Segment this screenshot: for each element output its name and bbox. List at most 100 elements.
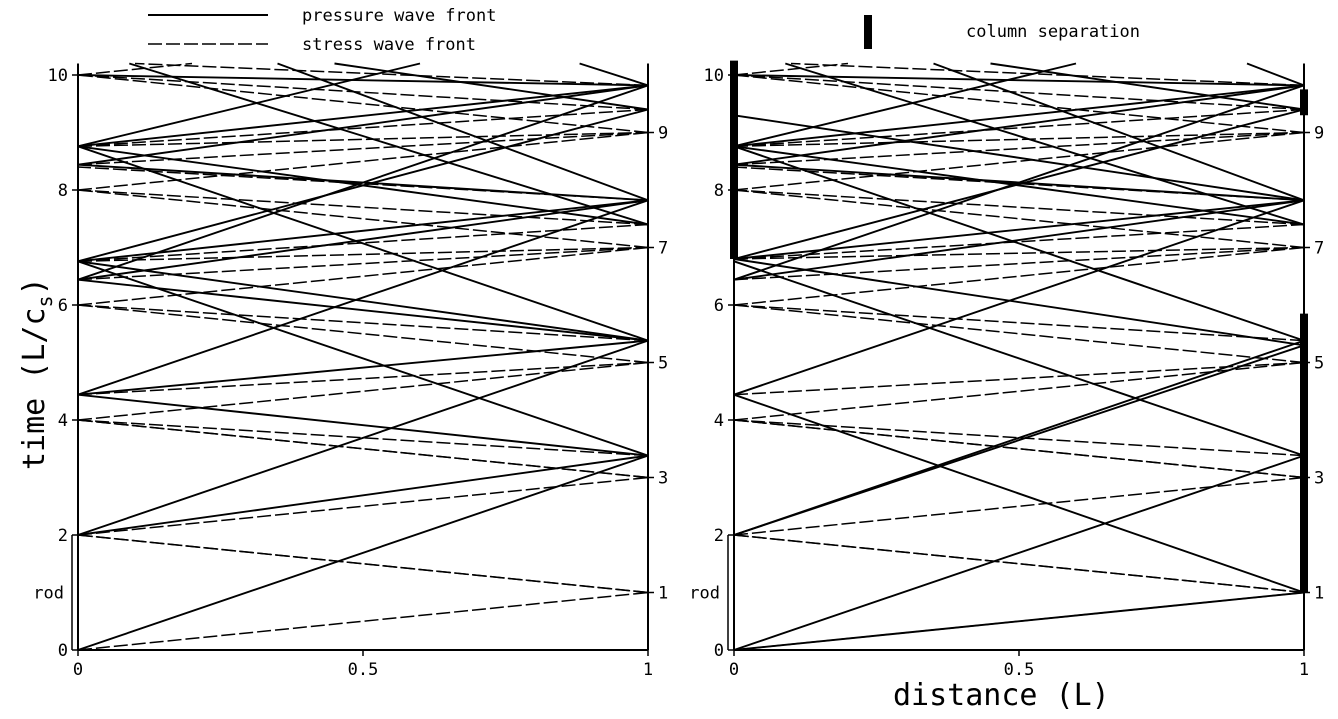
left-solid-wave-segment <box>77 199 649 263</box>
left-dashed-wave-segment <box>77 304 649 342</box>
left-solid-wave-segment <box>77 260 649 342</box>
right-dashed-wave-segment <box>733 166 1305 202</box>
right-left-tick-label: 2 <box>714 526 724 546</box>
right-column-separation-bar <box>1300 313 1308 593</box>
left-solid-wave-segment <box>77 62 421 148</box>
left-solid-wave-segment <box>277 62 649 202</box>
right-solid-wave-segment <box>733 199 1305 260</box>
left-dashed-wave-segment <box>77 361 649 396</box>
right-left-tick-label: 4 <box>714 411 724 431</box>
left-dashed-wave-segment <box>77 131 649 166</box>
left-dashed-wave-segment <box>77 74 649 111</box>
right-solid-wave-segment <box>733 199 1305 396</box>
right-dashed-wave-segment <box>733 361 1305 396</box>
right-dashed-wave-segment <box>733 304 1305 342</box>
right-dashed-wave-segment <box>733 246 1305 260</box>
left-right-tick-label: 9 <box>658 124 668 144</box>
right-dashed-wave-segment <box>733 74 1305 111</box>
right-left-tick-label: 0 <box>714 641 724 661</box>
right-right-tick-label: 9 <box>1314 124 1324 144</box>
right-x-tick-label: 1 <box>1299 660 1309 680</box>
legend-column-separation-label: column separation <box>966 22 1140 42</box>
right-rod-label: rod <box>689 584 720 604</box>
right-dashed-wave-segment <box>733 74 1305 134</box>
right-solid-wave-segment <box>733 260 1305 457</box>
y-axis-title-close: ) <box>17 277 52 295</box>
x-axis-title: distance (L) <box>893 678 1110 713</box>
left-dashed-wave-segment <box>77 419 649 457</box>
right-dashed-wave-segment <box>733 476 1305 536</box>
left-solid-wave-segment <box>334 62 649 111</box>
left-dashed-wave-segment <box>77 108 649 148</box>
left-dashed-wave-segment <box>77 361 649 421</box>
left-dashed-wave-segment <box>77 246 649 281</box>
left-left-tick-label: 2 <box>58 526 68 546</box>
right-right-tick-label: 3 <box>1314 469 1324 489</box>
left-dashed-wave-segment <box>134 62 649 87</box>
right-solid-wave-segment <box>990 62 1305 111</box>
left-dashed-wave-segment <box>77 131 649 148</box>
right-dashed-wave-segment <box>733 223 1305 260</box>
right-dashed-wave-segment <box>790 62 1305 87</box>
right-dashed-wave-segment <box>733 131 1305 148</box>
right-solid-wave-segment <box>733 114 1305 202</box>
y-axis-title-subscript: s <box>33 295 57 307</box>
right-dashed-wave-segment <box>733 246 1305 281</box>
right-chart-panel: 0 2 4 6 8 10 1 3 5 7 9 0 0.5 1 rod <box>689 60 1324 680</box>
right-dashed-wave-segment <box>733 189 1305 249</box>
right-dashed-wave-segment <box>733 189 1305 226</box>
left-dashed-wave-segment <box>77 246 649 263</box>
left-solid-wave-segment <box>77 278 649 342</box>
left-right-tick-label: 1 <box>658 584 668 604</box>
left-dashed-wave-segment <box>77 189 649 226</box>
left-dashed-wave-segment <box>77 166 649 202</box>
left-left-tick-label: 8 <box>58 181 68 201</box>
right-solid-wave-segment <box>733 108 1305 260</box>
right-x-tick-label: 0.5 <box>1004 660 1035 680</box>
left-rod-label: rod <box>33 584 64 604</box>
right-column-separation-bar <box>1300 89 1308 116</box>
right-dashed-wave-segment <box>733 108 1305 148</box>
right-column-separation-bar <box>730 60 738 259</box>
right-dashed-wave-segment <box>733 246 1305 306</box>
left-solid-wave-segment <box>77 339 649 536</box>
left-solid-wave-segment <box>77 199 649 396</box>
right-dashed-wave-segment <box>733 304 1305 364</box>
left-x-tick-label: 0.5 <box>348 660 379 680</box>
y-axis-title-main: time (L/c <box>17 307 52 470</box>
right-x-tick-label: 0 <box>729 660 739 680</box>
right-right-tick-label: 7 <box>1314 239 1324 259</box>
right-solid-wave-segment <box>733 258 1305 347</box>
right-dashed-wave-segment <box>733 419 1305 457</box>
left-solid-wave-segment <box>77 199 649 281</box>
right-solid-wave-segment <box>733 199 1305 281</box>
right-solid-wave-segment <box>733 62 1077 148</box>
left-dashed-wave-segment <box>77 246 649 306</box>
right-solid-wave-segment <box>733 344 1305 536</box>
legend-dashed-label: stress wave front <box>302 35 476 55</box>
left-x-tick-label: 1 <box>643 660 653 680</box>
legend: pressure wave front stress wave front co… <box>148 6 1140 55</box>
right-dashed-wave-segment <box>733 131 1305 191</box>
left-left-tick-label: 6 <box>58 296 68 316</box>
left-solid-wave-segment <box>77 145 649 342</box>
right-solid-wave-segment <box>733 84 1305 166</box>
right-left-tick-label: 6 <box>714 296 724 316</box>
right-right-tick-label: 1 <box>1314 584 1324 604</box>
left-solid-wave-segment <box>77 145 649 226</box>
left-dashed-wave-segment <box>77 74 649 134</box>
right-solid-wave-segment <box>733 145 1305 342</box>
right-solid-wave-segment <box>733 393 1305 594</box>
left-left-tick-label: 4 <box>58 411 68 431</box>
left-dashed-wave-segment <box>77 591 649 651</box>
left-dashed-wave-segment <box>77 223 649 263</box>
right-solid-wave-segment <box>785 62 1305 226</box>
left-solid-wave-segment <box>77 260 649 457</box>
left-dashed-wave-segment <box>77 131 649 191</box>
left-solid-wave-segment <box>77 393 649 457</box>
left-dashed-wave-segment <box>77 476 649 536</box>
right-dashed-wave-segment <box>733 419 1305 479</box>
left-solid-wave-segment <box>77 454 649 651</box>
left-dashed-wave-segment <box>77 304 649 364</box>
